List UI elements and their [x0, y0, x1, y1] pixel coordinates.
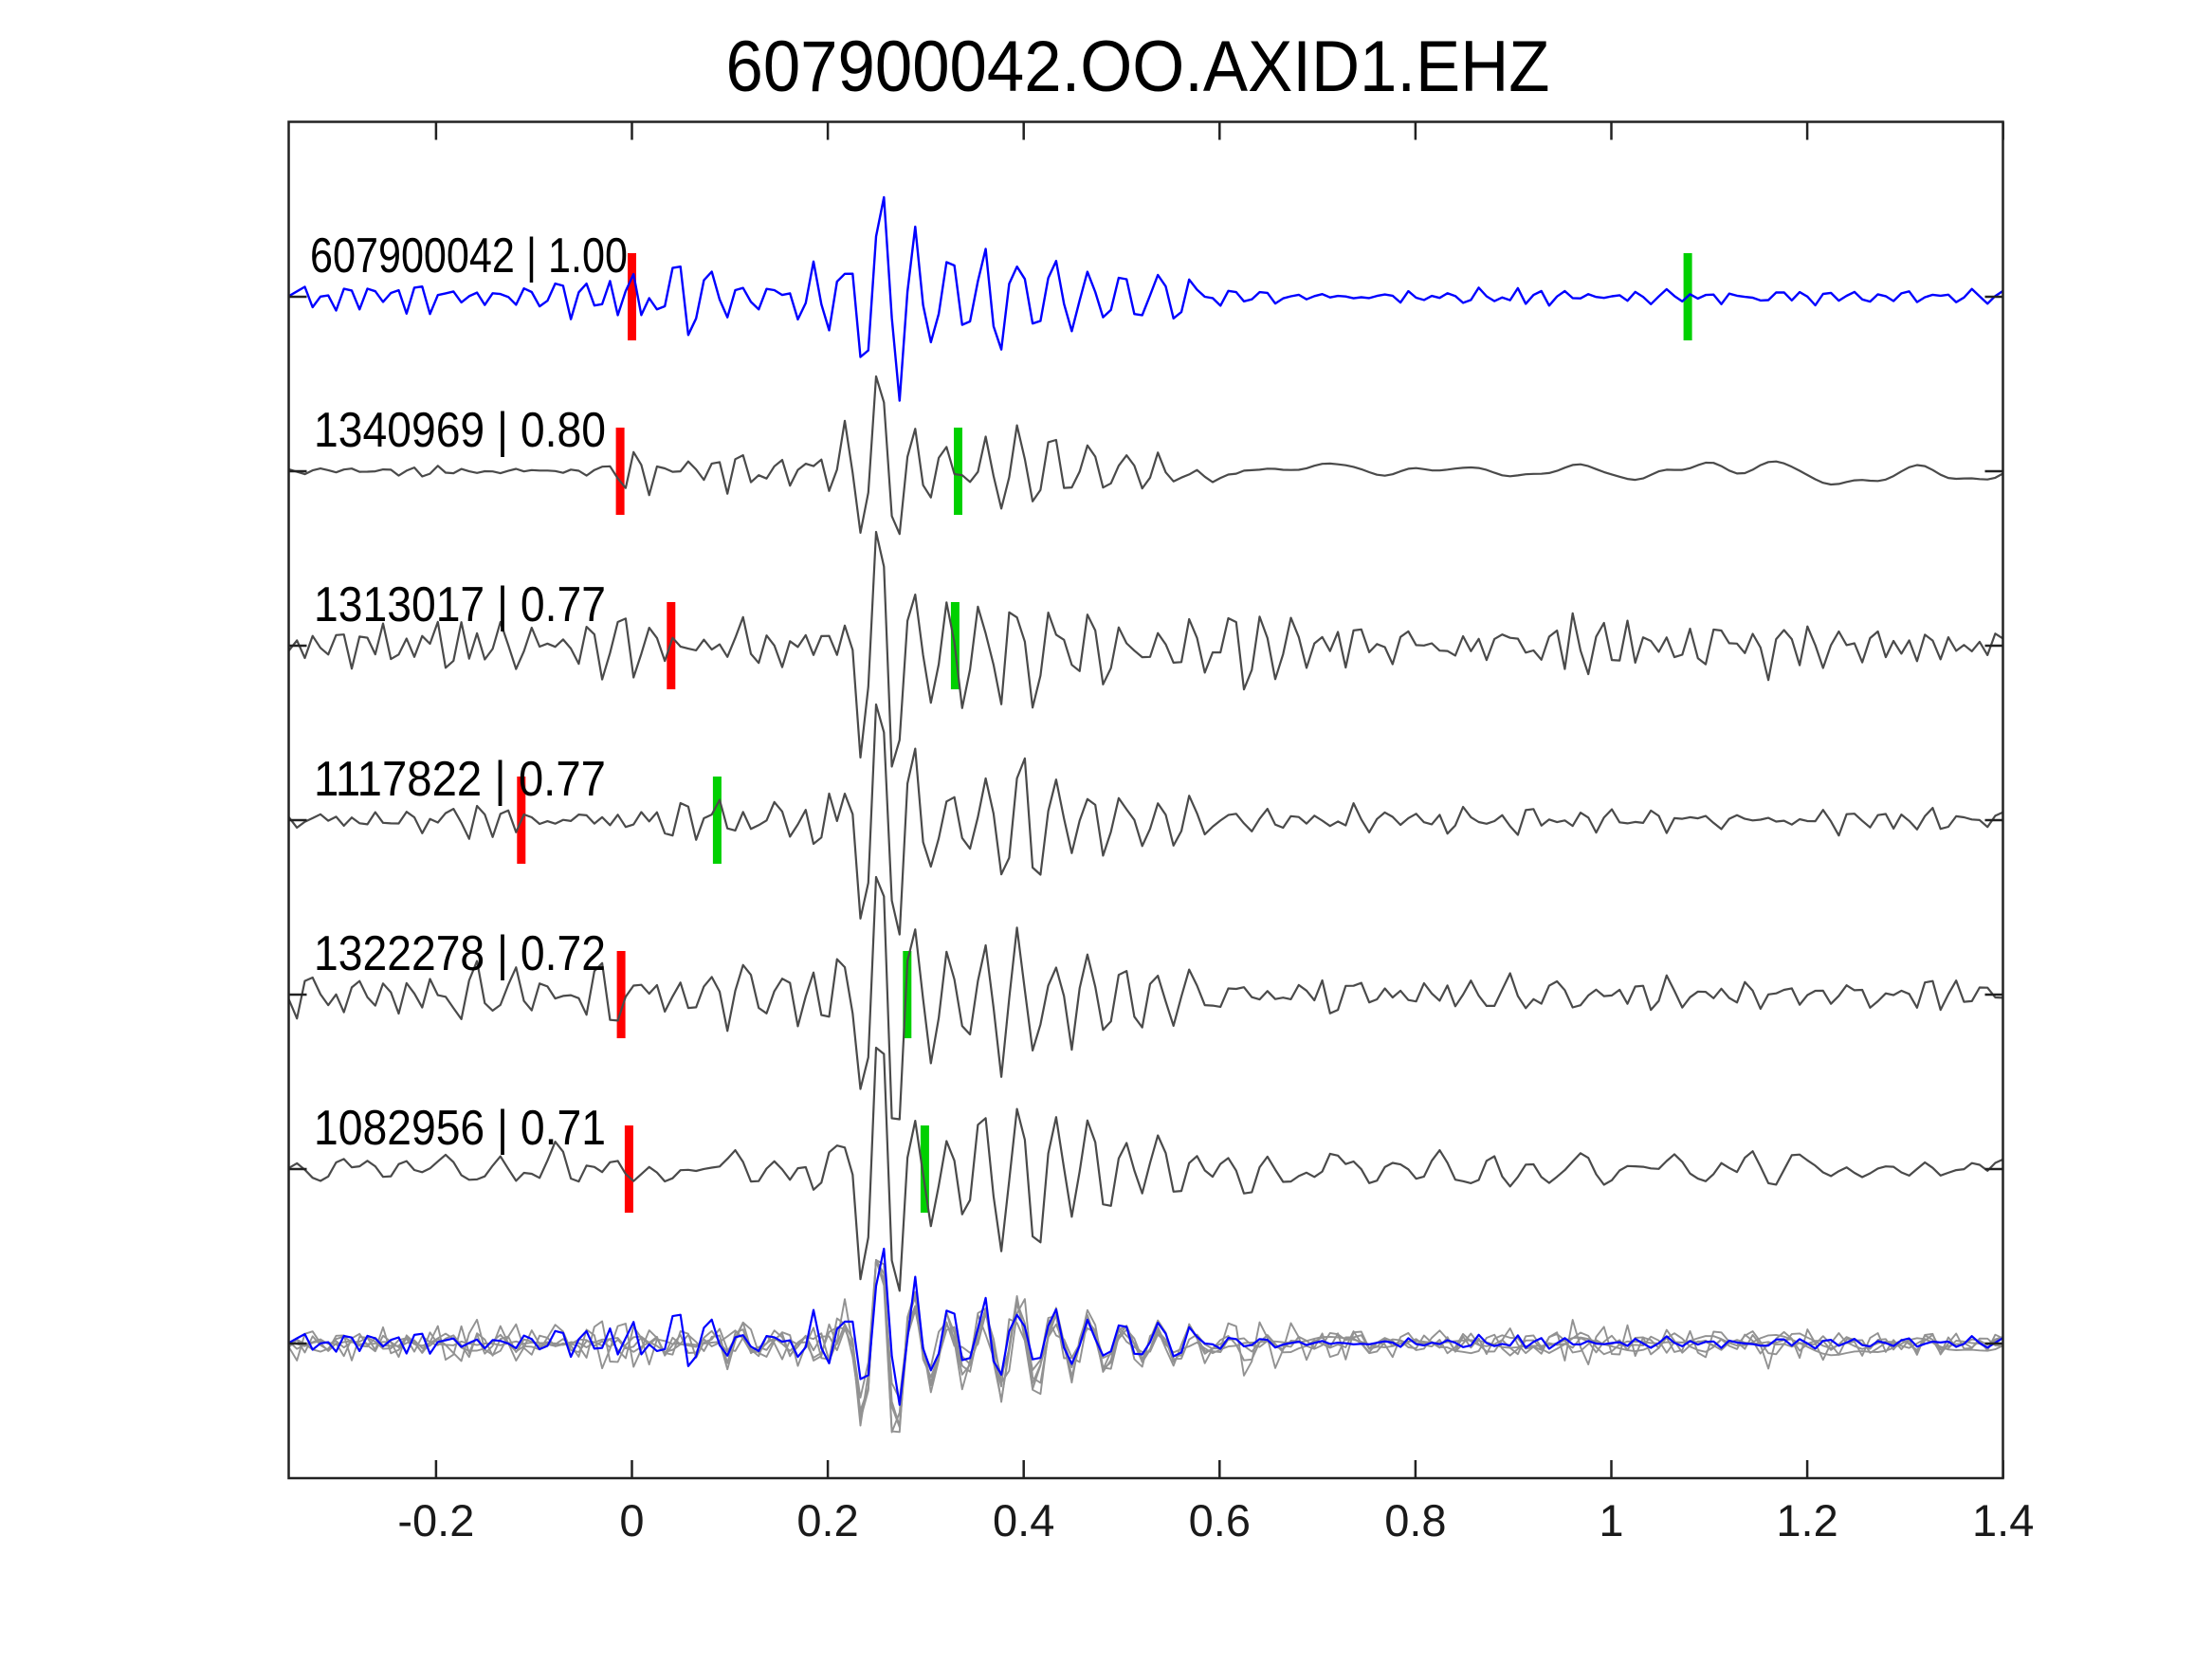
- svg-text:1: 1: [1599, 1495, 1623, 1545]
- svg-text:607900042.OO.AXID1.EHZ: 607900042.OO.AXID1.EHZ: [726, 27, 1550, 107]
- svg-text:0: 0: [619, 1495, 644, 1545]
- svg-text:0.4: 0.4: [993, 1495, 1054, 1545]
- svg-text:1117822 | 0.77: 1117822 | 0.77: [314, 752, 606, 807]
- svg-text:1313017 | 0.77: 1313017 | 0.77: [314, 577, 606, 632]
- svg-text:0.6: 0.6: [1189, 1495, 1251, 1545]
- svg-text:1322278 | 0.72: 1322278 | 0.72: [314, 926, 606, 981]
- svg-text:607900042 | 1.00: 607900042 | 1.00: [310, 229, 628, 283]
- svg-text:0.2: 0.2: [796, 1495, 858, 1545]
- svg-text:-0.2: -0.2: [397, 1495, 474, 1545]
- svg-text:1340969 | 0.80: 1340969 | 0.80: [314, 403, 606, 458]
- svg-text:1082956 | 0.71: 1082956 | 0.71: [314, 1101, 606, 1156]
- svg-text:1.2: 1.2: [1776, 1495, 1837, 1545]
- svg-text:0.8: 0.8: [1384, 1495, 1446, 1545]
- svg-text:1.4: 1.4: [1972, 1495, 2034, 1545]
